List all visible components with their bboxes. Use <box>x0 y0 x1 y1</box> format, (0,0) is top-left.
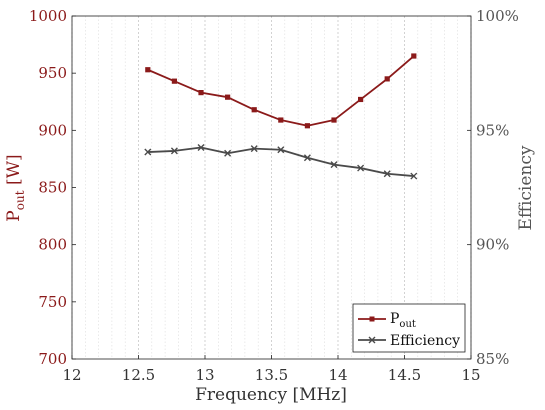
series-line-pout <box>148 56 414 126</box>
x-tick-label: 15 <box>461 366 480 384</box>
y-right-tick-label: 85% <box>476 350 509 368</box>
x-axis-label: Frequency [MHz] <box>195 385 347 405</box>
x-tick-label: 12.5 <box>122 366 155 384</box>
data-point-pout <box>331 117 336 122</box>
y-axis-label-left: Pout [W] <box>4 154 27 221</box>
y-left-tick-label: 700 <box>38 350 67 368</box>
data-point-pout <box>385 76 390 81</box>
series <box>145 53 417 179</box>
x-tick-label: 14 <box>328 366 347 384</box>
series-line-efficiency <box>148 147 414 176</box>
y-right-tick-label: 100% <box>476 7 519 25</box>
y-axis-label-right: Efficiency <box>516 145 536 230</box>
x-tick-label: 13 <box>195 366 214 384</box>
y-left-tick-label: 800 <box>38 236 67 254</box>
data-point-pout <box>172 79 177 84</box>
y-left-tick-label: 1000 <box>29 7 67 25</box>
y-left-tick-label: 950 <box>38 64 67 82</box>
data-point-pout <box>278 117 283 122</box>
legend-pout-main: P <box>390 311 399 327</box>
y-left-tick-label: 850 <box>38 179 67 197</box>
data-point-pout <box>198 90 203 95</box>
data-point-pout <box>225 95 230 100</box>
data-point-pout <box>145 67 150 72</box>
y-left-tick-label: 900 <box>38 121 67 139</box>
y-label-left-main: P <box>4 210 24 221</box>
y-label-left-rest: [W] <box>4 154 24 190</box>
x-tick-label: 14.5 <box>388 366 421 384</box>
data-point-pout <box>305 123 310 128</box>
data-point-pout <box>411 53 416 58</box>
legend: Pout Efficiency <box>353 304 465 352</box>
y-label-left-sub: out <box>13 190 27 210</box>
y-right-tick-label: 90% <box>476 236 509 254</box>
legend-pout-marker <box>370 317 375 322</box>
data-point-pout <box>252 107 257 112</box>
data-point-pout <box>358 97 363 102</box>
legend-efficiency-label: Efficiency <box>390 333 460 349</box>
y-right-tick-label: 95% <box>476 121 509 139</box>
y-left-tick-label: 750 <box>38 293 67 311</box>
legend-pout-sub: out <box>399 319 415 330</box>
x-tick-label: 12 <box>62 366 81 384</box>
x-tick-label: 13.5 <box>255 366 288 384</box>
